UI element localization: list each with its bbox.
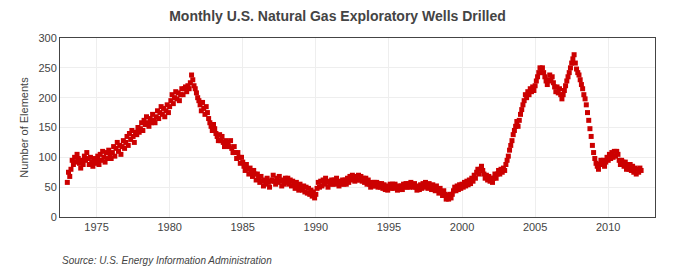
svg-text:Number of Elements: Number of Elements [18,77,30,178]
svg-text:100: 100 [38,151,56,163]
svg-text:2010: 2010 [596,221,620,233]
svg-text:150: 150 [38,121,56,133]
svg-text:1990: 1990 [304,221,328,233]
svg-text:250: 250 [38,62,56,74]
svg-text:2000: 2000 [450,221,474,233]
svg-text:2005: 2005 [523,221,547,233]
svg-text:1985: 1985 [230,221,254,233]
svg-text:0: 0 [51,211,57,223]
svg-text:50: 50 [45,181,57,193]
svg-text:Source: U.S. Energy Informatio: Source: U.S. Energy Information Administ… [62,255,272,266]
svg-text:300: 300 [38,32,56,44]
svg-text:1995: 1995 [377,221,401,233]
svg-text:1980: 1980 [157,221,181,233]
svg-text:1975: 1975 [84,221,108,233]
svg-text:200: 200 [38,92,56,104]
svg-text:Monthly U.S. Natural Gas Explo: Monthly U.S. Natural Gas Exploratory Wel… [169,8,506,24]
